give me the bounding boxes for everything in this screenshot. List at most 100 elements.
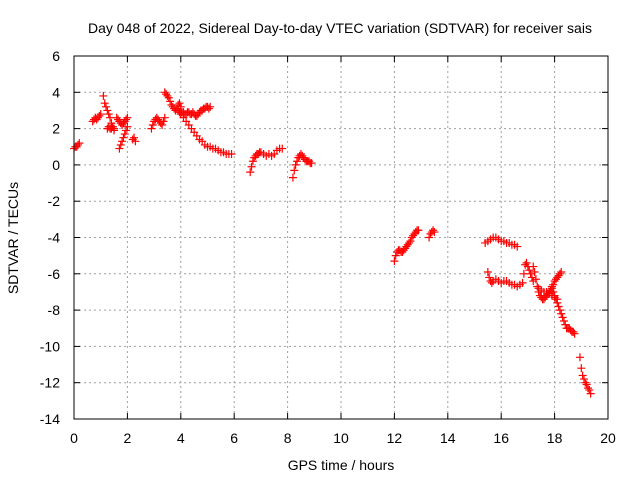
data-point <box>103 106 112 115</box>
data-point <box>557 267 566 276</box>
data-point <box>115 144 124 153</box>
data-point <box>288 173 297 182</box>
data-point <box>487 278 496 287</box>
data-point <box>164 93 173 102</box>
data-point <box>248 157 257 166</box>
data-point <box>108 122 117 131</box>
data-point <box>554 302 563 311</box>
y-tick-label: 0 <box>52 157 60 173</box>
data-point <box>307 159 316 168</box>
data-point <box>531 275 540 284</box>
data-point <box>106 113 115 122</box>
data-point <box>551 295 560 304</box>
y-tick-label: 2 <box>52 121 60 137</box>
data-points <box>70 88 595 398</box>
data-point <box>550 291 559 300</box>
data-point <box>290 166 299 175</box>
data-point <box>147 124 156 133</box>
data-point <box>578 371 587 380</box>
data-point <box>123 122 132 131</box>
data-point <box>557 309 566 318</box>
data-point <box>405 238 414 247</box>
x-tick-label: 4 <box>177 430 185 446</box>
data-point <box>558 313 567 322</box>
data-point <box>519 269 528 278</box>
data-point <box>100 99 109 108</box>
data-point <box>547 282 556 291</box>
data-point <box>120 130 129 139</box>
data-point <box>74 140 83 149</box>
data-point <box>116 140 125 149</box>
data-point <box>158 120 167 129</box>
data-point <box>555 269 564 278</box>
data-point <box>430 228 439 237</box>
data-point <box>579 375 588 384</box>
data-point <box>278 144 287 153</box>
data-point <box>99 91 108 100</box>
data-point <box>390 257 399 266</box>
plot-frame <box>73 55 609 420</box>
data-point <box>575 353 584 362</box>
y-axis-label: SDTVAR / TECUs <box>5 182 21 294</box>
data-point <box>166 97 175 106</box>
data-point <box>163 91 172 100</box>
y-tick-label: -8 <box>48 302 61 318</box>
data-point <box>518 278 527 287</box>
data-point <box>246 168 255 177</box>
y-tick-label: -6 <box>48 266 61 282</box>
data-point <box>583 384 592 393</box>
data-point <box>425 233 434 242</box>
data-point <box>406 237 415 246</box>
data-point <box>104 110 113 119</box>
x-tick-label: 18 <box>547 430 563 446</box>
x-tick-label: 2 <box>124 430 132 446</box>
chart-title: Day 048 of 2022, Sidereal Day-to-day VTE… <box>88 20 592 36</box>
data-point <box>122 115 131 124</box>
data-point <box>533 282 542 291</box>
x-tick-label: 12 <box>387 430 403 446</box>
data-point <box>175 99 184 108</box>
data-point <box>569 327 578 336</box>
x-tick-label: 10 <box>333 430 349 446</box>
data-point <box>549 280 558 289</box>
data-point <box>513 242 522 251</box>
data-point <box>110 126 119 135</box>
data-point <box>585 385 594 394</box>
data-point <box>525 266 534 275</box>
data-point <box>429 226 438 235</box>
x-tick-label: 20 <box>600 430 616 446</box>
x-tick-label: 8 <box>284 430 292 446</box>
data-point <box>577 364 586 373</box>
data-point <box>526 269 535 278</box>
data-point <box>96 110 105 119</box>
y-tick-label: -14 <box>40 411 60 427</box>
data-point <box>206 102 215 111</box>
data-point <box>483 267 492 276</box>
data-point <box>414 226 423 235</box>
data-point <box>227 150 236 159</box>
data-point <box>292 157 301 166</box>
data-point <box>204 104 213 113</box>
data-point <box>148 120 157 129</box>
data-point <box>95 111 104 120</box>
data-point <box>485 273 494 282</box>
data-point <box>581 378 590 387</box>
data-point <box>123 113 132 122</box>
data-point <box>131 137 140 146</box>
data-point <box>291 160 300 169</box>
data-point <box>555 306 564 315</box>
y-tick-label: -4 <box>48 230 61 246</box>
data-point <box>586 389 595 398</box>
x-tick-label: 14 <box>440 430 456 446</box>
data-point <box>160 113 169 122</box>
data-point <box>553 298 562 307</box>
y-tick-labels: -14 -12 -10 -8 -6 -4 -2 0 2 4 6 <box>40 48 60 427</box>
x-tick-label: 0 <box>70 430 78 446</box>
data-point <box>522 258 531 267</box>
data-point <box>530 267 539 276</box>
data-point <box>527 273 536 282</box>
data-point <box>582 380 591 389</box>
x-tick-label: 16 <box>493 430 509 446</box>
